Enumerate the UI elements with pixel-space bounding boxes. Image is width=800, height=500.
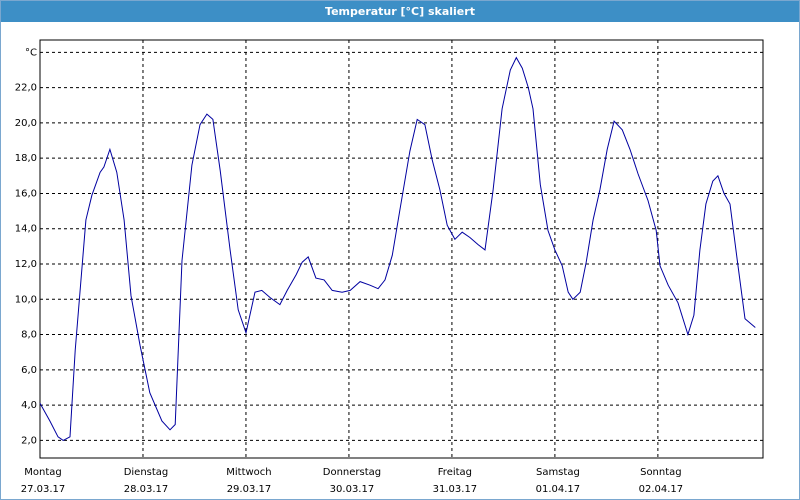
y-tick-label: 2,0 — [21, 435, 37, 446]
chart: 2,0 4,0 6,0 8,0 10,0 12,0 14,0 16,0 18,0 20,0 22,0… — [15, 39, 764, 495]
title-bar: Temperatur [°C] skaliert — [1, 1, 799, 22]
x-tick-label: Montag — [24, 467, 61, 478]
x-tick-label: Donnerstag — [323, 467, 381, 478]
x-tick-date: 31.03.17 — [433, 484, 478, 495]
plot-area — [39, 39, 764, 459]
x-tick-date: 27.03.17 — [21, 484, 66, 495]
x-tick-date: 30.03.17 — [330, 484, 375, 495]
y-tick-label: 16,0 — [15, 188, 37, 199]
y-tick-label: 18,0 — [15, 153, 37, 164]
temperature-line — [39, 56, 756, 441]
y-tick-label: 4,0 — [21, 400, 37, 411]
y-tick-label: 12,0 — [15, 259, 37, 270]
x-tick-date: 02.04.17 — [639, 484, 684, 495]
y-tick-label: 6,0 — [21, 365, 37, 376]
y-tick-label: 20,0 — [15, 118, 37, 129]
x-tick-label: Samstag — [536, 467, 580, 478]
x-tick-label: Freitag — [438, 467, 472, 478]
x-tick-date: 01.04.17 — [536, 484, 581, 495]
x-tick-date: 29.03.17 — [227, 484, 272, 495]
y-tick-label: 14,0 — [15, 224, 37, 235]
x-tick-label: Dienstag — [124, 467, 169, 478]
x-tick-label: Mittwoch — [226, 467, 271, 478]
y-tick-label: °C — [25, 47, 37, 58]
y-tick-label: 8,0 — [21, 330, 37, 341]
x-tick-date: 28.03.17 — [124, 484, 169, 495]
y-tick-label: 10,0 — [15, 294, 37, 305]
y-tick-label: 22,0 — [15, 83, 37, 94]
x-tick-label: Sonntag — [640, 467, 682, 478]
